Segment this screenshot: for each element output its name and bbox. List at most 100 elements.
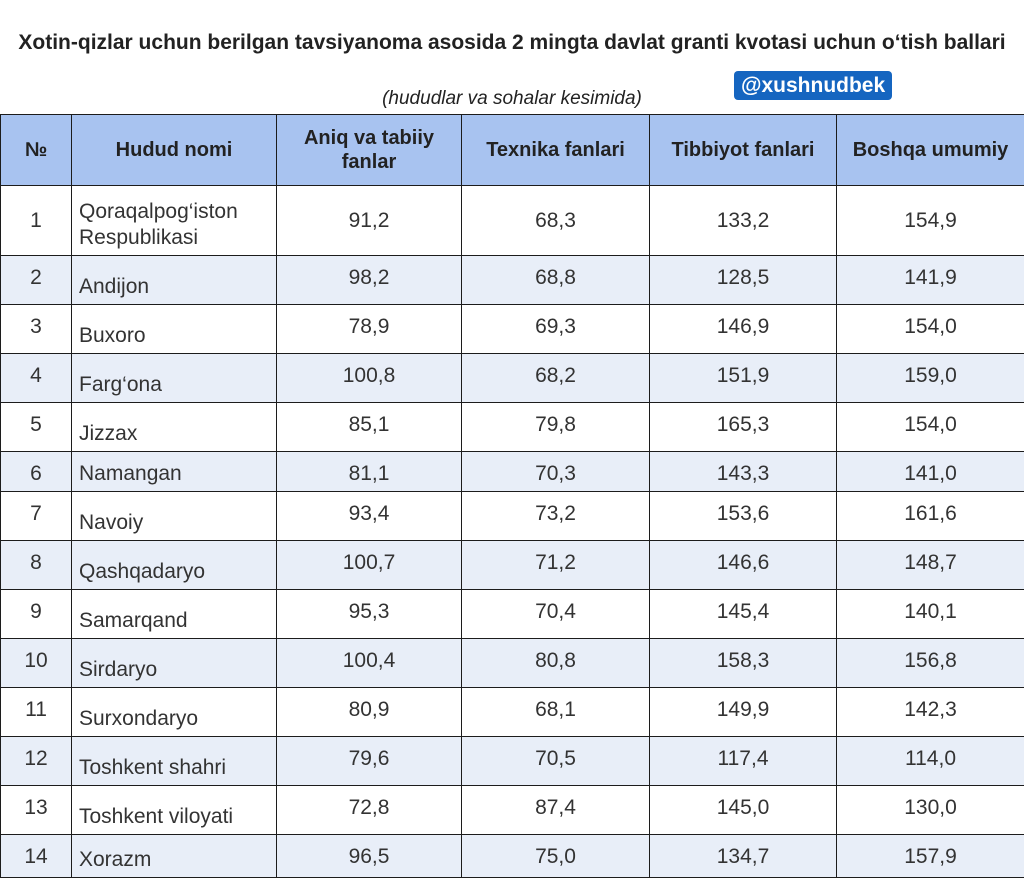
technical-score: 75,0 <box>462 835 650 878</box>
other-score: 154,0 <box>837 403 1024 452</box>
row-number: 1 <box>1 186 72 256</box>
technical-score: 69,3 <box>462 305 650 354</box>
technical-score: 71,2 <box>462 541 650 590</box>
row-number: 5 <box>1 403 72 452</box>
other-score: 140,1 <box>837 590 1024 639</box>
technical-score: 87,4 <box>462 786 650 835</box>
technical-score: 70,5 <box>462 737 650 786</box>
exact-sciences-score: 91,2 <box>277 186 462 256</box>
exact-sciences-score: 98,2 <box>277 256 462 305</box>
other-score: 142,3 <box>837 688 1024 737</box>
table-header-row: № Hudud nomi Aniq va tabiiy fanlar Texni… <box>1 115 1024 186</box>
exact-sciences-score: 100,7 <box>277 541 462 590</box>
medical-score: 145,4 <box>650 590 837 639</box>
medical-score: 153,6 <box>650 492 837 541</box>
medical-score: 117,4 <box>650 737 837 786</box>
medical-score: 145,0 <box>650 786 837 835</box>
row-number: 4 <box>1 354 72 403</box>
column-header-number: № <box>1 115 72 186</box>
exact-sciences-score: 100,8 <box>277 354 462 403</box>
medical-score: 146,6 <box>650 541 837 590</box>
exact-sciences-score: 85,1 <box>277 403 462 452</box>
column-header-region: Hudud nomi <box>72 115 277 186</box>
medical-score: 151,9 <box>650 354 837 403</box>
exact-sciences-score: 79,6 <box>277 737 462 786</box>
exact-sciences-score: 100,4 <box>277 639 462 688</box>
row-number: 3 <box>1 305 72 354</box>
other-score: 154,0 <box>837 305 1024 354</box>
exact-sciences-score: 93,4 <box>277 492 462 541</box>
technical-score: 73,2 <box>462 492 650 541</box>
row-number: 2 <box>1 256 72 305</box>
region-name: Sirdaryo <box>72 639 277 688</box>
medical-score: 134,7 <box>650 835 837 878</box>
other-score: 159,0 <box>837 354 1024 403</box>
row-number: 7 <box>1 492 72 541</box>
scores-table: № Hudud nomi Aniq va tabiiy fanlar Texni… <box>0 114 1024 878</box>
technical-score: 68,1 <box>462 688 650 737</box>
technical-score: 68,2 <box>462 354 650 403</box>
row-number: 6 <box>1 452 72 492</box>
medical-score: 133,2 <box>650 186 837 256</box>
other-score: 114,0 <box>837 737 1024 786</box>
row-number: 12 <box>1 737 72 786</box>
exact-sciences-score: 95,3 <box>277 590 462 639</box>
exact-sciences-score: 96,5 <box>277 835 462 878</box>
region-name: Toshkent viloyati <box>72 786 277 835</box>
exact-sciences-score: 81,1 <box>277 452 462 492</box>
other-score: 157,9 <box>837 835 1024 878</box>
technical-score: 80,8 <box>462 639 650 688</box>
medical-score: 149,9 <box>650 688 837 737</box>
technical-score: 79,8 <box>462 403 650 452</box>
page-title: Xotin-qizlar uchun berilgan tavsiyanoma … <box>0 29 1024 56</box>
region-name: Qashqadaryo <box>72 541 277 590</box>
other-score: 130,0 <box>837 786 1024 835</box>
region-name: Surxondaryo <box>72 688 277 737</box>
other-score: 154,9 <box>837 186 1024 256</box>
region-name: Qoraqalpog‘iston Respublikasi <box>72 186 277 256</box>
medical-score: 158,3 <box>650 639 837 688</box>
column-header-exact-sciences: Aniq va tabiiy fanlar <box>277 115 462 186</box>
row-number: 8 <box>1 541 72 590</box>
technical-score: 68,3 <box>462 186 650 256</box>
column-header-technical: Texnika fanlari <box>462 115 650 186</box>
region-name: Namangan <box>72 452 277 492</box>
region-name: Andijon <box>72 256 277 305</box>
page-subtitle: (hududlar va sohalar kesimida) <box>0 88 1024 110</box>
other-score: 141,9 <box>837 256 1024 305</box>
column-header-medical: Tibbiyot fanlari <box>650 115 837 186</box>
region-name: Buxoro <box>72 305 277 354</box>
region-name: Toshkent shahri <box>72 737 277 786</box>
medical-score: 146,9 <box>650 305 837 354</box>
region-name: Xorazm <box>72 835 277 878</box>
row-number: 11 <box>1 688 72 737</box>
row-number: 13 <box>1 786 72 835</box>
technical-score: 70,3 <box>462 452 650 492</box>
other-score: 156,8 <box>837 639 1024 688</box>
region-name: Samarqand <box>72 590 277 639</box>
technical-score: 68,8 <box>462 256 650 305</box>
technical-score: 70,4 <box>462 590 650 639</box>
row-number: 9 <box>1 590 72 639</box>
column-header-other: Boshqa umumiy <box>837 115 1024 186</box>
region-name: Jizzax <box>72 403 277 452</box>
exact-sciences-score: 78,9 <box>277 305 462 354</box>
medical-score: 128,5 <box>650 256 837 305</box>
medical-score: 143,3 <box>650 452 837 492</box>
row-number: 10 <box>1 639 72 688</box>
